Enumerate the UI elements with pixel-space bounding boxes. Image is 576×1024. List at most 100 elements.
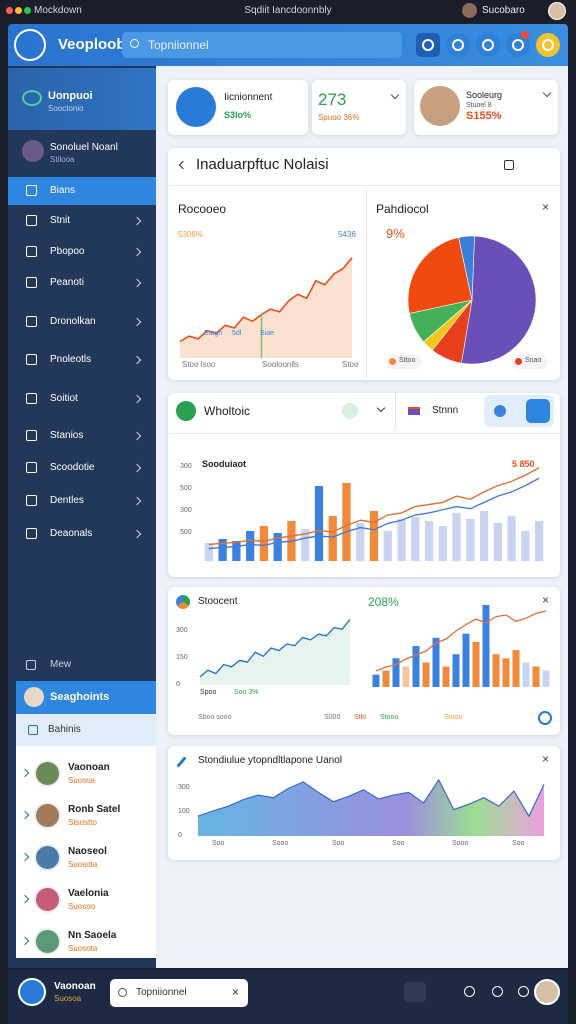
close-button[interactable]: ×: [542, 200, 550, 214]
close-button[interactable]: ×: [542, 593, 550, 607]
contact[interactable]: Vaonoan Suosoa: [16, 754, 156, 794]
chevron: [132, 463, 142, 473]
brand-name: Uonpuoi: [48, 90, 93, 102]
bottom-button[interactable]: [492, 986, 503, 997]
search-box[interactable]: Topniionnel: [122, 32, 402, 58]
bar: [452, 513, 461, 561]
brand-sub: Sooctonio: [48, 104, 84, 113]
header-button[interactable]: [536, 33, 560, 57]
chart: [197, 778, 545, 836]
nav-item[interactable]: Pbopoo: [8, 238, 156, 266]
tab-label: Stnnn: [432, 405, 459, 416]
bar: [472, 641, 480, 687]
stat-value: 273: [318, 90, 347, 109]
footer-label: S000: [324, 714, 341, 721]
chevron: [132, 431, 142, 441]
y-label: 300: [180, 463, 192, 470]
tab[interactable]: Stnnn: [396, 393, 474, 430]
window-title: Mockdown: [34, 5, 82, 16]
nav-icon: [26, 528, 37, 539]
selected-item[interactable]: Seaghoints: [16, 681, 156, 714]
chart-badge: 5 850: [512, 459, 535, 469]
nav-item[interactable]: Bians: [8, 177, 156, 205]
bottom-bar: Vaonoan Suosoa Topniionnel ×: [8, 970, 568, 1024]
bar: [273, 533, 282, 561]
panel-title: Stondiulue ytopndltlapone Uanol: [198, 755, 342, 766]
panel-icon: [176, 756, 187, 768]
nav-item[interactable]: Pnoleotls: [8, 346, 156, 374]
compare-panel: Stoocent 208% × 300 150 0 Spoo Soo 3% Sboo sooo S…: [168, 587, 560, 735]
avatar[interactable]: [548, 2, 566, 20]
tab[interactable]: Wholtoic: [168, 393, 396, 430]
nav-item[interactable]: Soitiot: [8, 385, 156, 413]
power-button[interactable]: [538, 711, 552, 725]
toggle[interactable]: [484, 395, 554, 427]
window-control[interactable]: [15, 7, 22, 14]
divider: [168, 433, 560, 434]
group-row[interactable]: Bahinis: [16, 714, 156, 746]
avatar: [22, 140, 44, 162]
stat-title: Sooleurg: [466, 90, 503, 100]
section-label: Mew: [50, 659, 72, 670]
bar: [411, 517, 420, 561]
clear-button[interactable]: ×: [232, 985, 240, 999]
footer-label: Stooo: [444, 714, 463, 721]
nav-item[interactable]: Stanios: [8, 422, 156, 450]
icon: [512, 39, 524, 51]
toggle-option[interactable]: [494, 405, 506, 417]
contact-name: Vaelonia: [68, 888, 109, 899]
toggle-option[interactable]: [526, 399, 550, 423]
contact[interactable]: Naoseol Suosota: [16, 838, 156, 878]
profile-name: Sonoluel Noanl: [50, 142, 118, 153]
panel-divider: [168, 185, 560, 186]
nav-item[interactable]: Dentles: [8, 487, 156, 515]
nav-item[interactable]: Dronolkan: [8, 308, 156, 336]
header-button[interactable]: [416, 33, 440, 57]
bottom-button[interactable]: [404, 982, 426, 1002]
close-button[interactable]: ×: [542, 752, 550, 766]
contact[interactable]: Vaelonia Suosoo: [16, 880, 156, 920]
bar: [356, 523, 365, 561]
nav-icon: [26, 316, 37, 327]
logo[interactable]: [14, 29, 46, 61]
header-button[interactable]: [446, 33, 470, 57]
nav-item[interactable]: Peanoti: [8, 269, 156, 297]
icon: [422, 39, 434, 51]
nav-item[interactable]: Stnit: [8, 207, 156, 235]
avatar: [462, 3, 477, 18]
bottom-button[interactable]: [464, 986, 475, 997]
nav-icon: [26, 354, 37, 365]
bottom-input[interactable]: Topniionnel ×: [110, 979, 248, 1007]
x-label: Soo 3%: [234, 689, 259, 696]
avatar[interactable]: [534, 979, 560, 1005]
x-label: 5dl: [232, 330, 242, 337]
icon: [542, 39, 554, 51]
panel-action[interactable]: [504, 160, 514, 170]
avatar: [34, 760, 61, 787]
header-button[interactable]: [506, 31, 530, 57]
legend-chip: Snao: [512, 355, 548, 369]
panel-value: 208%: [368, 595, 399, 609]
bar: [301, 529, 310, 561]
header-button[interactable]: [476, 33, 500, 57]
chevron: [132, 394, 142, 404]
window-control[interactable]: [24, 7, 31, 14]
pie-slice: [458, 235, 475, 301]
badge: [521, 31, 529, 39]
bottom-button[interactable]: [518, 986, 529, 997]
x-label: Stagn: [204, 330, 222, 337]
bottom-sub: Suosoa: [54, 994, 82, 1003]
nav-item[interactable]: Deaonals: [8, 520, 156, 548]
contact-name: Ronb Satel: [68, 804, 121, 815]
contact[interactable]: Ronb Satel Stsostto: [16, 796, 156, 836]
bar: [482, 605, 490, 687]
bar: [507, 516, 516, 561]
contact[interactable]: Nn Saoela Suosota: [16, 922, 156, 962]
nav-item[interactable]: Scoodotie: [8, 454, 156, 482]
window-control[interactable]: [6, 7, 13, 14]
contact-name: Naoseol: [68, 846, 107, 857]
nav-label: Peanoti: [50, 277, 84, 288]
logo[interactable]: [18, 978, 46, 1006]
nav-icon: [26, 246, 37, 257]
avatar: [34, 802, 61, 829]
